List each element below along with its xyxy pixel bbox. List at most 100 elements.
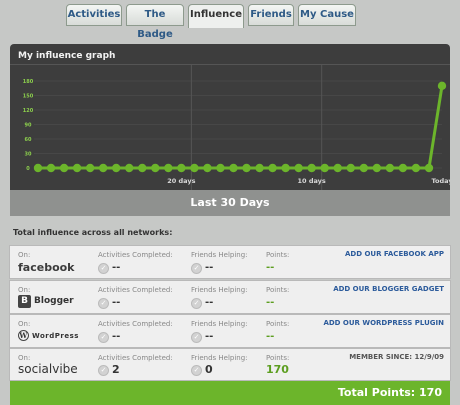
activities-label: Activities Completed: xyxy=(98,251,173,259)
y-tick-label: 120 xyxy=(23,108,34,114)
y-tick-label: 150 xyxy=(23,94,34,100)
blogger-logo: B Blogger xyxy=(18,295,74,308)
points-label: Points: xyxy=(266,251,290,259)
blogger-logo-text: Blogger xyxy=(34,296,74,306)
x-tick-label: 20 days xyxy=(167,177,195,185)
data-point xyxy=(255,163,264,173)
total-points-bar: Total Points: 170 xyxy=(10,381,450,405)
tab-my-cause[interactable]: My Cause xyxy=(298,4,356,26)
activities-value: -- xyxy=(112,297,121,308)
friends-label: Friends Helping: xyxy=(191,251,248,259)
data-point xyxy=(72,163,82,173)
on-label: On: xyxy=(18,354,31,362)
data-point xyxy=(320,163,329,173)
tab-friends[interactable]: Friends xyxy=(248,4,294,26)
data-point xyxy=(125,163,134,173)
tab-the-badge[interactable]: The Badge xyxy=(126,4,184,40)
checkmark-icon: ✓ xyxy=(98,263,109,274)
data-point xyxy=(372,163,382,173)
data-point xyxy=(385,163,395,173)
friends-value: -- xyxy=(205,262,214,273)
y-tick-label: 30 xyxy=(25,152,32,158)
data-point xyxy=(346,163,355,173)
checkmark-icon: ✓ xyxy=(98,298,109,309)
facebook-logo: facebook xyxy=(18,261,75,274)
activities-value: -- xyxy=(112,262,121,273)
data-point xyxy=(242,163,251,173)
data-point xyxy=(268,163,277,173)
y-tick-label: 60 xyxy=(25,137,32,143)
friends-value: 0 xyxy=(205,363,213,376)
tab-influence[interactable]: Influence xyxy=(188,4,244,28)
data-point xyxy=(307,163,316,173)
data-point xyxy=(333,163,342,173)
data-point xyxy=(294,163,303,173)
graph-divider xyxy=(10,64,450,65)
data-point xyxy=(46,163,56,173)
data-point xyxy=(33,163,43,173)
add-facebook-app-link[interactable]: ADD OUR FACEBOOK APP xyxy=(344,250,444,258)
data-point xyxy=(424,163,434,173)
data-point xyxy=(138,163,147,173)
data-point xyxy=(177,163,186,173)
data-point xyxy=(203,163,212,173)
friends-label: Friends Helping: xyxy=(191,320,248,328)
data-point xyxy=(398,163,408,173)
friends-label: Friends Helping: xyxy=(191,354,248,362)
network-row-facebook: On: facebook Activities Completed: ✓ -- … xyxy=(9,245,451,279)
points-label: Points: xyxy=(266,320,290,328)
activities-label: Activities Completed: xyxy=(98,354,173,362)
on-label: On: xyxy=(18,286,31,294)
data-point xyxy=(216,163,225,173)
influence-graph-panel: My influence graph 180 150 120 90 60 30 0 20 da… xyxy=(10,44,450,190)
tab-bar: Activities The Badge Influence Friends M… xyxy=(0,4,460,40)
data-point xyxy=(164,163,173,173)
checkmark-icon: ✓ xyxy=(98,332,109,343)
data-point xyxy=(190,163,199,173)
points-label: Points: xyxy=(266,286,290,294)
y-tick-label: 90 xyxy=(25,123,32,129)
activities-value: -- xyxy=(112,331,121,342)
data-point xyxy=(151,163,160,173)
friends-value: -- xyxy=(205,331,214,342)
blogger-icon: B xyxy=(18,295,31,308)
network-row-socialvibe: On: socialvibe Activities Completed: ✓ 2… xyxy=(9,348,451,381)
x-tick-label: 10 days xyxy=(298,177,326,185)
series-line xyxy=(38,85,444,170)
y-tick-label: 0 xyxy=(26,166,30,172)
points-value: -- xyxy=(266,262,275,273)
wordpress-icon: W xyxy=(18,330,29,341)
total-influence-heading: Total influence across all networks: xyxy=(13,228,173,237)
points-label: Points: xyxy=(266,354,290,362)
data-point xyxy=(229,163,238,173)
add-blogger-gadget-link[interactable]: ADD OUR BLOGGER GADGET xyxy=(333,285,444,293)
activities-label: Activities Completed: xyxy=(98,286,173,294)
data-point xyxy=(85,163,95,173)
member-since: MEMBER SINCE: 12/9/09 xyxy=(349,353,444,361)
data-point xyxy=(359,163,369,173)
wordpress-logo: W WordPress xyxy=(18,330,79,341)
points-value: -- xyxy=(266,331,275,342)
wordpress-logo-text: WordPress xyxy=(32,332,79,340)
socialvibe-logo: socialvibe xyxy=(18,362,78,376)
graph-title: My influence graph xyxy=(18,51,116,61)
x-tick-label: Today xyxy=(431,177,450,185)
influence-chart: 180 150 120 90 60 30 0 20 days 10 days Today xyxy=(23,65,450,190)
tab-activities[interactable]: Activities xyxy=(66,4,122,26)
checkmark-icon: ✓ xyxy=(98,365,109,376)
points-value: -- xyxy=(266,297,275,308)
friends-value: -- xyxy=(205,297,214,308)
data-point xyxy=(437,81,447,91)
data-point xyxy=(59,163,69,173)
on-label: On: xyxy=(18,251,31,259)
data-point xyxy=(111,163,121,173)
on-label: On: xyxy=(18,320,31,328)
network-row-blogger: On: B Blogger Activities Completed: ✓ -- … xyxy=(9,280,451,314)
friends-label: Friends Helping: xyxy=(191,286,248,294)
add-wordpress-plugin-link[interactable]: ADD OUR WORDPRESS PLUGIN xyxy=(323,319,444,327)
checkmark-icon: ✓ xyxy=(191,332,202,343)
activities-value: 2 xyxy=(112,363,120,376)
checkmark-icon: ✓ xyxy=(191,298,202,309)
data-point xyxy=(411,163,421,173)
period-label[interactable]: Last 30 Days xyxy=(10,190,450,216)
